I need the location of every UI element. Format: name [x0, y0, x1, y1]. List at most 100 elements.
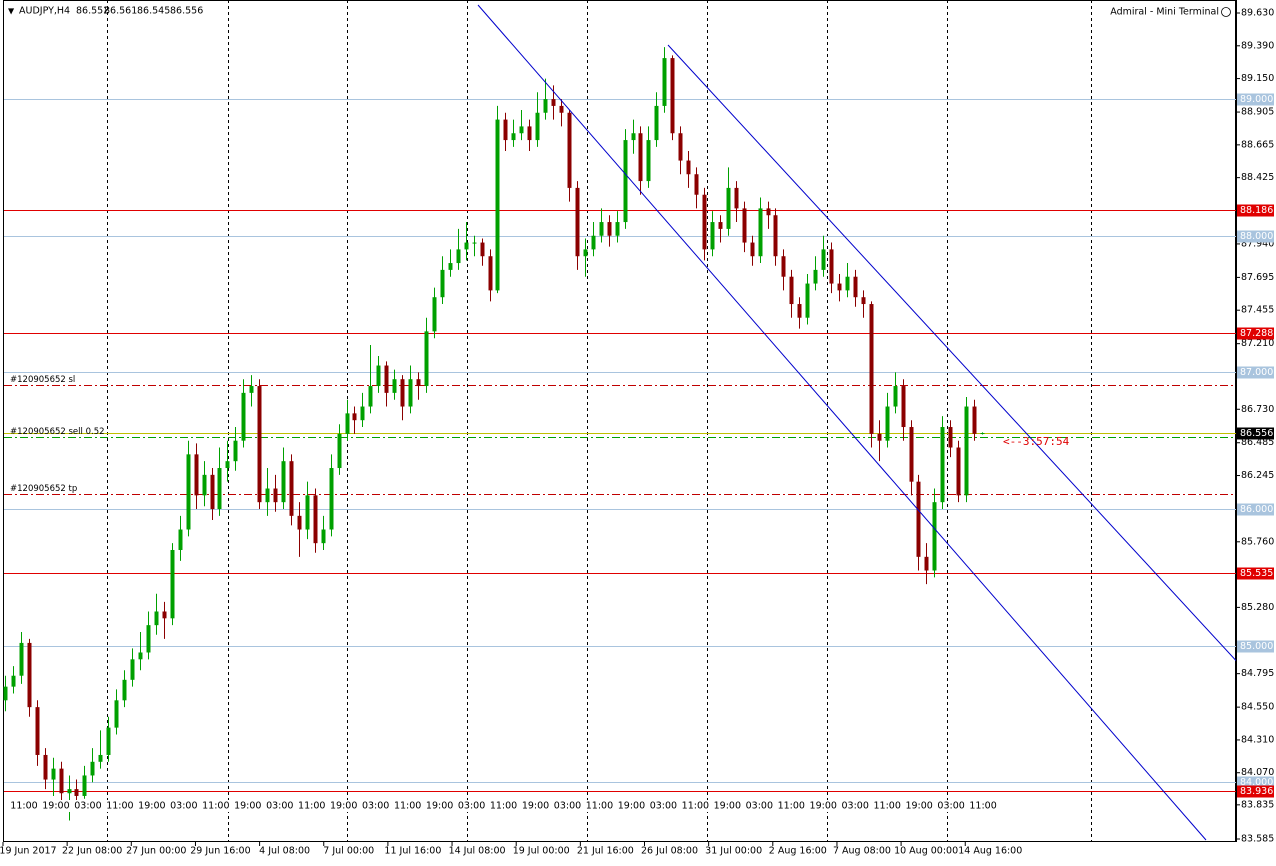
resistance-label: 85.535: [1240, 568, 1273, 579]
candle-body: [313, 495, 318, 544]
time-label: 19:00: [330, 801, 357, 812]
candle-body: [241, 392, 246, 441]
candle-body: [98, 754, 103, 762]
candle-body: [210, 474, 215, 510]
time-label-bg: [809, 800, 838, 812]
candle-body: [535, 112, 540, 141]
y-tick-label: 84.310: [1241, 734, 1274, 745]
candle-body: [345, 413, 350, 434]
resistance-label: 83.936: [1240, 786, 1273, 797]
candle-body: [559, 105, 564, 113]
candle-body: [225, 461, 230, 469]
candle-body: [297, 515, 302, 530]
time-label: 11:00: [490, 801, 517, 812]
candle-body: [400, 379, 405, 407]
candle-body: [694, 174, 699, 195]
candle-body: [43, 754, 48, 780]
candle-body: [551, 99, 556, 106]
candle-body: [893, 386, 898, 407]
candle-body: [265, 488, 270, 503]
candle-body: [519, 126, 524, 134]
level-label-box: [1237, 230, 1274, 243]
bid-label-box: [1237, 427, 1274, 440]
candle-body: [773, 215, 778, 257]
date-label: 2 Aug 16:00: [769, 846, 827, 857]
time-label: 11:00: [106, 801, 133, 812]
candle-body: [654, 105, 659, 141]
time-label: 03:00: [458, 801, 485, 812]
candle-body: [464, 242, 469, 250]
candle-body: [789, 276, 794, 305]
channel-line: [667, 44, 1266, 693]
y-tick-label: 86.730: [1241, 404, 1274, 415]
y-tick-label: 89.150: [1241, 73, 1274, 84]
time-label: 03:00: [650, 801, 677, 812]
level-label-box: [1237, 640, 1274, 653]
y-tick-label: 88.425: [1241, 172, 1274, 183]
candle-body: [607, 222, 612, 236]
candle-body: [734, 187, 739, 209]
y-tick-label: 88.905: [1241, 107, 1274, 118]
date-label: 14 Jul 08:00: [449, 846, 506, 857]
time-label-bg: [425, 800, 454, 812]
date-label: 7 Jul 00:00: [323, 846, 374, 857]
candle-body: [67, 789, 72, 794]
candle-body: [924, 556, 929, 571]
candle-body: [19, 642, 24, 676]
candle-body: [797, 304, 802, 318]
symbol-title: AUDJPY,H4: [19, 6, 70, 17]
candle-body: [217, 468, 222, 510]
candle-body: [686, 160, 691, 175]
candle-body: [885, 406, 890, 441]
candle-body: [726, 187, 731, 229]
candle-body: [384, 365, 389, 393]
candle-body: [456, 249, 461, 264]
candle-body: [138, 652, 143, 660]
candle-body: [527, 126, 532, 141]
time-label: 11:00: [682, 801, 709, 812]
terminal-label[interactable]: Admiral - Mini Terminal: [1110, 7, 1219, 18]
candle-body: [194, 454, 199, 496]
candle-body: [424, 331, 429, 387]
level-label: 84.000: [1240, 777, 1273, 788]
time-label-bg: [73, 800, 102, 812]
time-label: 19:00: [42, 801, 69, 812]
date-label: 21 Jul 16:00: [577, 846, 634, 857]
candle-body: [710, 222, 715, 250]
candle-body: [662, 58, 667, 106]
candle-body: [352, 413, 357, 421]
time-label: 11:00: [202, 801, 229, 812]
candle-body: [392, 379, 397, 393]
ohlc-close: 86.556: [170, 6, 203, 17]
time-label-bg: [329, 800, 358, 812]
channel-line: [477, 4, 1207, 841]
time-label-bg: [361, 800, 390, 812]
candle-body: [503, 119, 508, 141]
candle-body: [257, 386, 262, 503]
time-label-bg: [489, 800, 518, 812]
time-label-bg: [10, 800, 38, 812]
terminal-icon[interactable]: [1221, 7, 1231, 17]
time-label: 03:00: [170, 801, 197, 812]
time-label: 03:00: [362, 801, 389, 812]
candle-body: [877, 433, 882, 441]
time-label-bg: [745, 800, 774, 812]
candle-body: [837, 283, 842, 291]
candle-body: [543, 99, 548, 113]
candle-body: [821, 249, 826, 270]
candle-body: [51, 768, 56, 780]
ohlc-high: 86.561: [104, 6, 137, 17]
level-label: 87.000: [1240, 367, 1273, 378]
level-label-box: [1237, 366, 1274, 379]
candle-body: [337, 433, 342, 469]
date-label: 19 Jul 00:00: [513, 846, 570, 857]
candle-body: [321, 529, 326, 544]
time-label-bg: [457, 800, 486, 812]
resistance-label: 88.186: [1240, 205, 1273, 216]
time-label: 11:00: [873, 801, 900, 812]
level-lines: [4, 99, 1236, 792]
candle-body: [170, 550, 175, 619]
time-label-bg: [713, 800, 742, 812]
